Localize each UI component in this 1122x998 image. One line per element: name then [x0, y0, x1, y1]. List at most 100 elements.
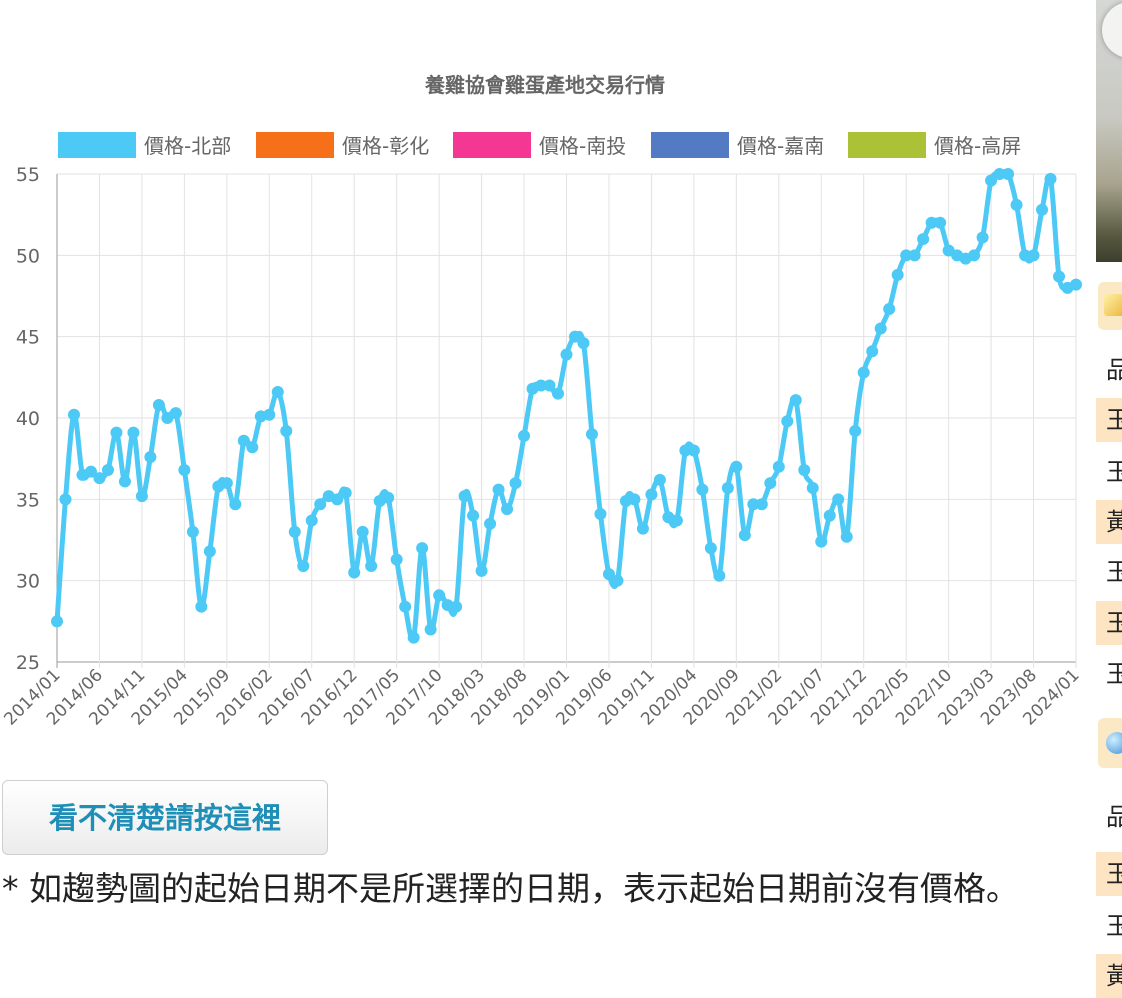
data-point[interactable] — [518, 429, 531, 442]
chart-legend[interactable]: 價格-北部 價格-彰化 價格-南投 價格-嘉南 價格-高屏 — [58, 132, 1021, 158]
data-point[interactable] — [101, 464, 114, 477]
data-point[interactable] — [687, 444, 700, 457]
data-point[interactable] — [416, 542, 429, 555]
sidebar-row[interactable]: 黃 — [1096, 500, 1122, 544]
data-point[interactable] — [399, 600, 412, 613]
data-point[interactable] — [365, 560, 378, 573]
data-point[interactable] — [738, 529, 751, 542]
data-point[interactable] — [135, 490, 148, 503]
data-point[interactable] — [560, 348, 573, 361]
data-point[interactable] — [755, 498, 768, 511]
data-point[interactable] — [509, 477, 522, 490]
data-point[interactable] — [467, 509, 480, 522]
data-point[interactable] — [552, 387, 565, 400]
data-point[interactable] — [840, 530, 853, 543]
data-point[interactable] — [730, 460, 743, 473]
data-point[interactable] — [1002, 168, 1015, 180]
data-point[interactable] — [1010, 198, 1023, 211]
data-point[interactable] — [407, 631, 420, 644]
data-point[interactable] — [424, 623, 437, 636]
legend-item[interactable]: 價格-彰化 — [256, 132, 429, 158]
data-point[interactable] — [968, 249, 981, 262]
data-point[interactable] — [178, 464, 191, 477]
data-point[interactable] — [331, 493, 344, 506]
data-point[interactable] — [908, 249, 921, 262]
data-point[interactable] — [976, 231, 989, 244]
data-point[interactable] — [169, 407, 182, 420]
data-point[interactable] — [1053, 270, 1066, 283]
data-point[interactable] — [1036, 203, 1049, 216]
data-point[interactable] — [348, 566, 361, 579]
data-point[interactable] — [602, 568, 615, 581]
legend-item[interactable]: 價格-高屏 — [848, 132, 1021, 158]
data-point[interactable] — [883, 303, 896, 316]
data-point[interactable] — [857, 366, 870, 379]
data-point[interactable] — [51, 615, 63, 628]
data-point[interactable] — [1044, 172, 1057, 185]
data-point[interactable] — [84, 465, 97, 478]
data-point[interactable] — [356, 525, 369, 538]
data-point[interactable] — [721, 481, 734, 494]
data-point[interactable] — [110, 426, 123, 439]
data-point[interactable] — [144, 451, 157, 464]
data-point[interactable] — [475, 564, 488, 577]
data-point[interactable] — [704, 542, 717, 555]
data-point[interactable] — [305, 514, 318, 527]
data-point[interactable] — [611, 574, 624, 587]
data-point[interactable] — [59, 493, 72, 506]
sidebar-row[interactable]: 玉 — [1106, 660, 1122, 688]
data-point[interactable] — [577, 337, 590, 350]
data-point[interactable] — [501, 503, 514, 516]
sidebar-row[interactable]: 玉 — [1096, 852, 1122, 896]
sidebar-row[interactable]: 玉 — [1106, 912, 1122, 940]
data-point[interactable] — [874, 322, 887, 335]
data-point[interactable] — [713, 569, 726, 582]
data-point[interactable] — [568, 330, 581, 343]
data-point[interactable] — [934, 216, 947, 229]
data-point[interactable] — [433, 589, 446, 602]
data-point[interactable] — [798, 464, 811, 477]
data-point[interactable] — [585, 428, 598, 441]
data-point[interactable] — [263, 408, 276, 421]
data-point[interactable] — [543, 379, 556, 392]
data-point[interactable] — [1027, 249, 1040, 262]
data-point[interactable] — [314, 498, 327, 511]
data-point[interactable] — [866, 345, 879, 358]
sidebar-row[interactable]: 黃 — [1096, 954, 1122, 998]
data-point[interactable] — [670, 514, 683, 527]
legend-item[interactable]: 價格-嘉南 — [651, 132, 824, 158]
data-point[interactable] — [849, 425, 862, 438]
data-point[interactable] — [628, 493, 641, 506]
data-point[interactable] — [237, 434, 250, 447]
data-point[interactable] — [917, 233, 930, 246]
data-point[interactable] — [382, 491, 395, 504]
data-point[interactable] — [645, 488, 658, 501]
data-point[interactable] — [93, 472, 106, 485]
sidebar-row[interactable]: 玉 — [1096, 398, 1122, 442]
data-point[interactable] — [484, 517, 497, 530]
data-point[interactable] — [696, 483, 709, 496]
data-point[interactable] — [339, 486, 352, 499]
data-point[interactable] — [271, 385, 284, 398]
sidebar-row[interactable]: 玉 — [1106, 458, 1122, 486]
sidebar-row[interactable]: 玉 — [1106, 558, 1122, 586]
data-point[interactable] — [594, 507, 607, 520]
data-point[interactable] — [815, 535, 828, 548]
data-point[interactable] — [985, 174, 998, 187]
data-point[interactable] — [186, 525, 199, 538]
data-point[interactable] — [806, 481, 819, 494]
data-point[interactable] — [891, 268, 904, 281]
data-point[interactable] — [246, 441, 259, 454]
data-point[interactable] — [772, 460, 785, 473]
data-point[interactable] — [653, 473, 666, 486]
data-point[interactable] — [118, 475, 131, 488]
data-point[interactable] — [195, 600, 208, 613]
data-point[interactable] — [832, 493, 845, 506]
data-point[interactable] — [152, 398, 165, 411]
data-point[interactable] — [280, 425, 293, 438]
data-point[interactable] — [127, 426, 140, 439]
data-point[interactable] — [220, 477, 233, 490]
data-point[interactable] — [789, 394, 802, 407]
data-point[interactable] — [458, 490, 471, 503]
data-point[interactable] — [450, 600, 463, 613]
